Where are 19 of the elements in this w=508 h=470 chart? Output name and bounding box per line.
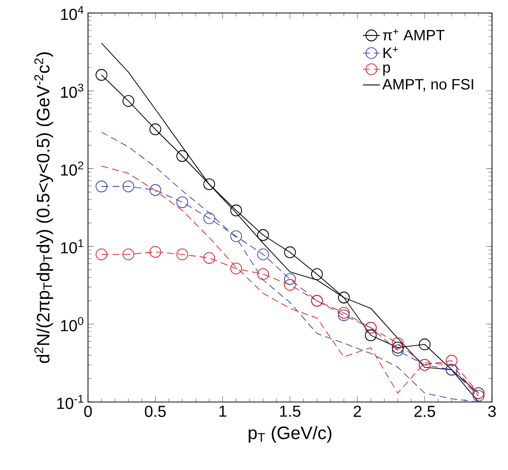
legend-label: K$^{+}$ bbox=[384, 46, 398, 58]
legend-label: p bbox=[383, 64, 390, 76]
y-tick-label: 10$^{3}$ bbox=[61, 84, 84, 98]
y-tick-label: 10$^{1}$ bbox=[61, 239, 84, 254]
legend-label: π$^{+}$ AMPT bbox=[382, 29, 445, 40]
y-tick-label: 10$^{2}$ bbox=[61, 161, 84, 176]
x-tick-label: 3 bbox=[488, 406, 496, 418]
text: d$^{2}$N/(2πp$_{T}$dp$_{T}$dy) (0.5<y<0.5) (GeV$^{-2}$c$^{2}$) bbox=[34, 52, 54, 363]
y-tick-label: 10$^{0}$ bbox=[61, 317, 84, 332]
x-tick-label: 1 bbox=[219, 406, 226, 417]
x-tick-label: 0.5 bbox=[144, 406, 166, 418]
y-tick-label: 10$^{-1}$ bbox=[57, 394, 84, 410]
x-tick-label: 0 bbox=[84, 406, 92, 418]
x-tick-label: 2.5 bbox=[414, 406, 436, 418]
x-axis-title: p$_{T}$ (GeV/c) bbox=[248, 426, 332, 443]
x-tick-label: 1.5 bbox=[280, 406, 300, 417]
y-tick-label: 10$^{4}$ bbox=[61, 6, 84, 20]
x-tick-label: 2 bbox=[354, 406, 361, 417]
legend-label: AMPT, no FSI bbox=[382, 78, 474, 92]
